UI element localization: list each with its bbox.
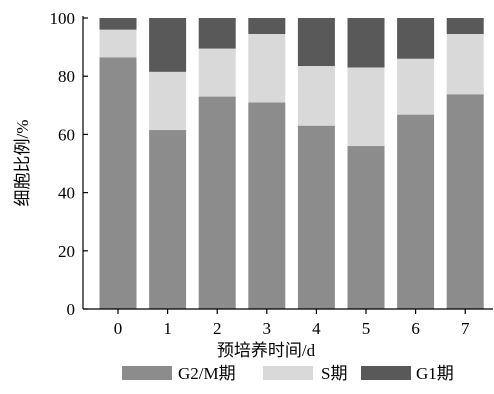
- x-tick-label-6: 6: [411, 319, 420, 338]
- bar-seg-s-0: [99, 29, 137, 58]
- legend-swatch-s: [263, 366, 313, 380]
- y-axis-label: 细胞比例/%: [13, 120, 32, 207]
- bar-seg-g1-5: [347, 18, 385, 68]
- bar-seg-g1-2: [198, 18, 236, 49]
- bar-seg-g2m-2: [198, 96, 236, 309]
- bar-seg-g2m-0: [99, 57, 137, 309]
- y-tick-label-60: 60: [58, 125, 75, 144]
- bar-seg-g1-7: [446, 18, 484, 34]
- bar-seg-s-5: [347, 67, 385, 147]
- legend-label-g1: G1期: [416, 364, 454, 383]
- y-tick-label-80: 80: [58, 67, 75, 86]
- bar-seg-g2m-1: [149, 130, 187, 309]
- y-tick-label-100: 100: [50, 9, 76, 28]
- legend-label-g2m: G2/M期: [178, 364, 236, 383]
- bar-seg-g2m-5: [347, 146, 385, 309]
- y-tick-label-20: 20: [58, 242, 75, 261]
- x-axis-label: 预培养时间/d: [217, 341, 316, 360]
- x-tick-label-5: 5: [362, 319, 371, 338]
- bar-seg-s-1: [149, 71, 187, 131]
- bar-seg-s-4: [297, 66, 335, 126]
- bar-seg-s-7: [446, 34, 484, 95]
- x-tick-label-0: 0: [114, 319, 123, 338]
- legend-label-s: S期: [321, 364, 347, 383]
- legend-swatch-g1: [361, 366, 411, 380]
- x-tick-label-2: 2: [213, 319, 222, 338]
- legend: G2/M期 S期 G1期: [122, 364, 454, 383]
- axes-layer: 0 20 40 60 80 100 0 1 2 3 4 5 6 7: [50, 9, 493, 338]
- bar-seg-g1-1: [149, 18, 187, 72]
- bar-seg-g2m-3: [248, 102, 286, 309]
- bar-seg-g2m-7: [446, 94, 484, 310]
- bar-seg-g1-0: [99, 18, 137, 30]
- bar-seg-s-3: [248, 34, 286, 103]
- bar-seg-g1-6: [397, 18, 435, 59]
- legend-swatch-g2m: [122, 366, 172, 380]
- x-tick-label-7: 7: [461, 319, 470, 338]
- x-tick-label-3: 3: [263, 319, 272, 338]
- x-tick-label-4: 4: [312, 319, 321, 338]
- bar-seg-g2m-4: [297, 125, 335, 309]
- y-tick-label-0: 0: [67, 300, 76, 319]
- y-tick-label-40: 40: [58, 184, 75, 203]
- bar-seg-g1-3: [248, 18, 286, 34]
- bar-seg-g2m-6: [397, 114, 435, 309]
- x-tick-label-1: 1: [163, 319, 172, 338]
- bar-seg-s-6: [397, 58, 435, 115]
- bar-seg-s-2: [198, 48, 236, 97]
- bars-layer: [99, 18, 484, 310]
- bar-seg-g1-4: [297, 18, 335, 67]
